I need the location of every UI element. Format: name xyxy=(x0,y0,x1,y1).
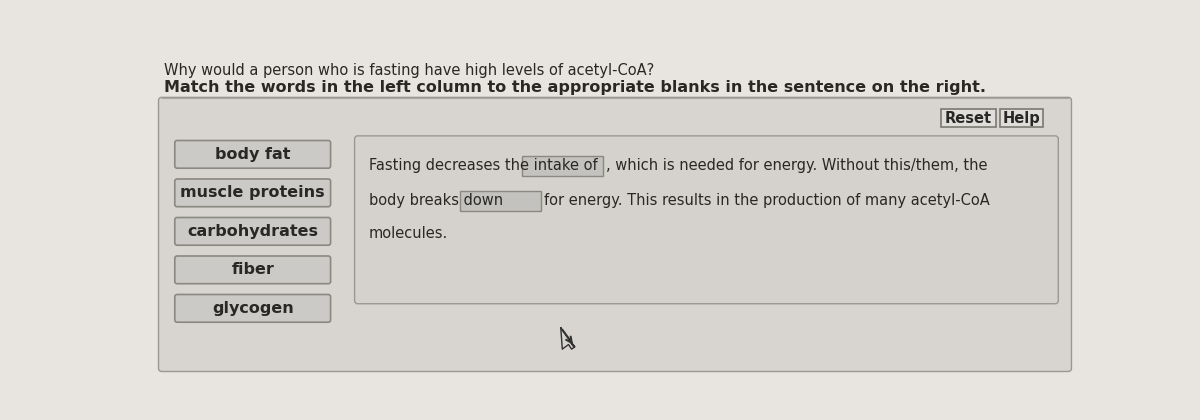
FancyBboxPatch shape xyxy=(175,140,330,168)
FancyBboxPatch shape xyxy=(158,97,1072,372)
FancyBboxPatch shape xyxy=(175,218,330,245)
FancyBboxPatch shape xyxy=(941,109,996,127)
Text: Help: Help xyxy=(1003,110,1040,126)
Text: for energy. This results in the production of many acetyl-CoA: for energy. This results in the producti… xyxy=(544,193,990,208)
Text: carbohydrates: carbohydrates xyxy=(187,224,318,239)
FancyBboxPatch shape xyxy=(522,156,604,176)
FancyBboxPatch shape xyxy=(175,256,330,284)
Text: molecules.: molecules. xyxy=(368,226,448,241)
Text: body fat: body fat xyxy=(215,147,290,162)
Text: glycogen: glycogen xyxy=(212,301,294,316)
Text: Why would a person who is fasting have high levels of acetyl-CoA?: Why would a person who is fasting have h… xyxy=(164,63,654,78)
Text: muscle proteins: muscle proteins xyxy=(180,185,325,200)
FancyBboxPatch shape xyxy=(175,179,330,207)
Text: , which is needed for energy. Without this/them, the: , which is needed for energy. Without th… xyxy=(606,158,988,173)
FancyBboxPatch shape xyxy=(355,136,1058,304)
Text: fiber: fiber xyxy=(232,262,274,277)
Text: Match the words in the left column to the appropriate blanks in the sentence on : Match the words in the left column to th… xyxy=(164,80,986,94)
FancyBboxPatch shape xyxy=(460,191,541,210)
FancyBboxPatch shape xyxy=(175,294,330,322)
FancyBboxPatch shape xyxy=(1000,109,1043,127)
Text: Fasting decreases the intake of: Fasting decreases the intake of xyxy=(368,158,598,173)
Text: Reset: Reset xyxy=(944,110,992,126)
Text: body breaks down: body breaks down xyxy=(368,193,503,208)
